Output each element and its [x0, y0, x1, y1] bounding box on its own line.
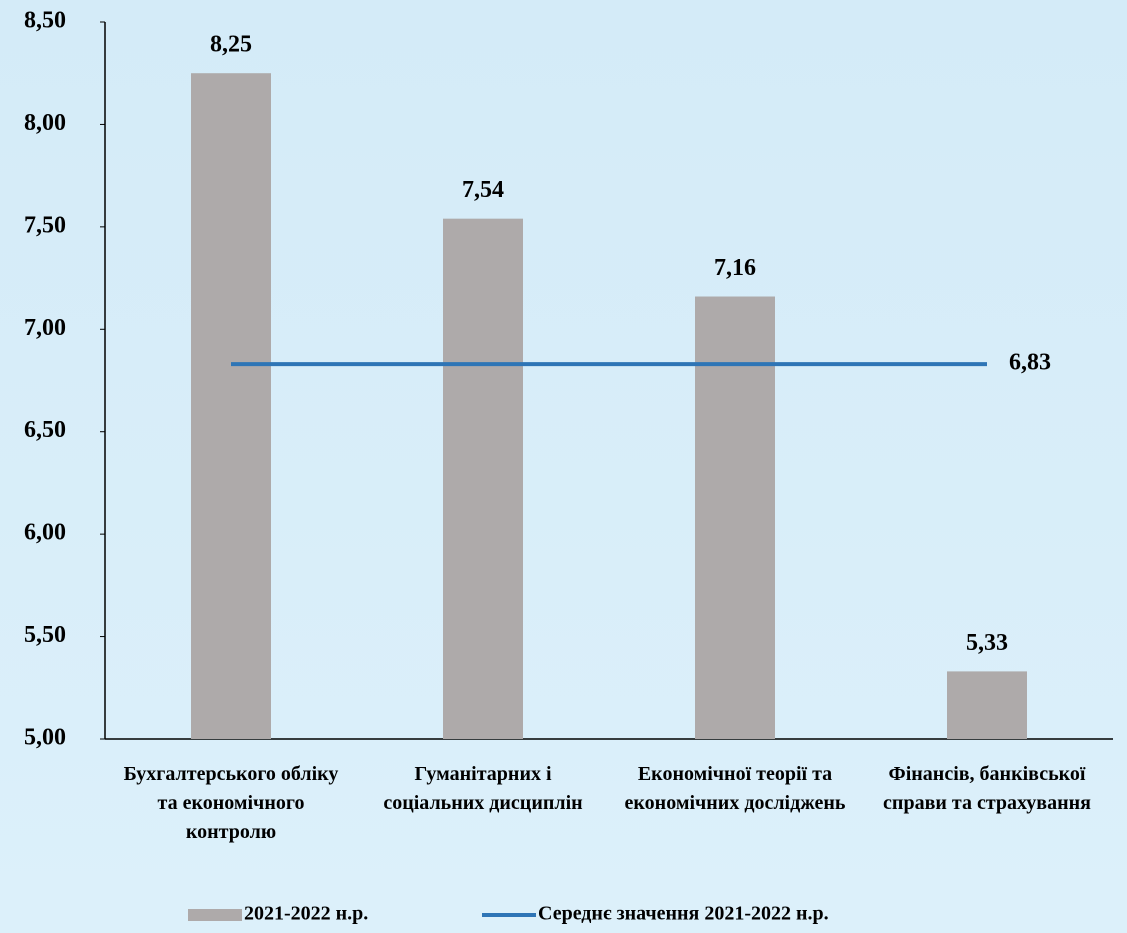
y-tick-label: 6,50 — [24, 417, 66, 443]
y-tick-label: 7,50 — [24, 212, 66, 238]
y-tick-label: 8,50 — [24, 8, 66, 34]
data-label: 7,54 — [462, 177, 504, 203]
data-label: 5,33 — [966, 630, 1008, 656]
legend-label: 2021-2022 н.р. — [244, 903, 368, 925]
y-tick-label: 8,00 — [24, 110, 66, 136]
y-tick-label: 5,50 — [24, 622, 66, 648]
y-tick-label: 5,00 — [24, 725, 66, 751]
x-tick-label: Бухгалтерського обліку та економічного к… — [123, 763, 339, 843]
x-tick-label: Гуманітарних і соціальних дисциплін — [383, 763, 583, 814]
legend-label: Середнє значення 2021-2022 н.р. — [538, 903, 829, 925]
legend-swatch — [188, 909, 242, 921]
data-label: 7,16 — [714, 255, 756, 281]
bar — [443, 218, 523, 740]
y-tick-label: 7,00 — [24, 315, 66, 341]
x-tick-label: Фінансів, банківської справи та страхува… — [883, 763, 1091, 814]
y-tick-label: 6,00 — [24, 520, 66, 546]
data-label: 8,25 — [210, 32, 252, 58]
bar — [695, 296, 775, 739]
bar — [947, 671, 1027, 739]
data-label: 6,83 — [1009, 350, 1051, 376]
x-tick-label: Економічної теорії та економічних дослід… — [624, 763, 846, 814]
bar — [191, 73, 271, 739]
